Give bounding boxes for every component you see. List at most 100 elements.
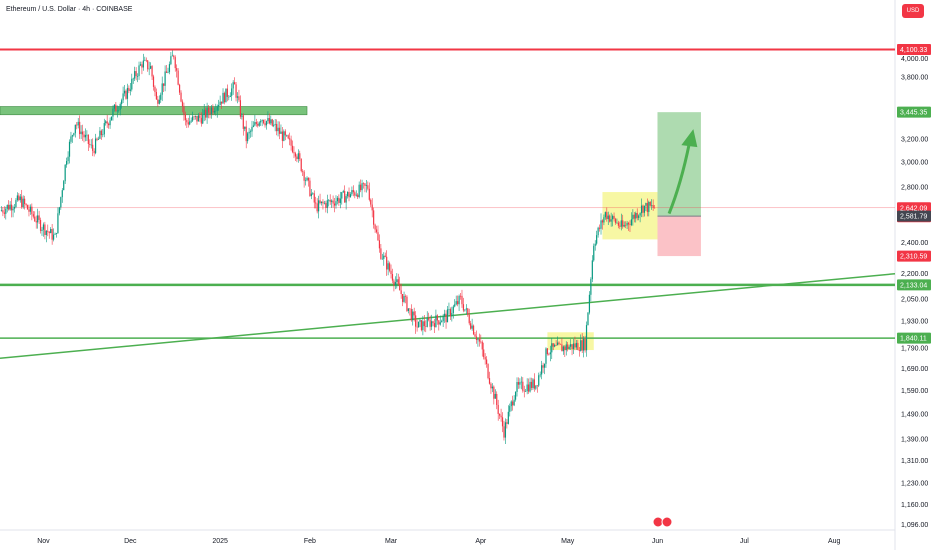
candle-body-82 [119, 104, 121, 111]
candle-body-19 [28, 209, 30, 212]
candle-body-179 [260, 121, 262, 123]
candle-body-258 [374, 224, 376, 230]
candle-body-138 [200, 117, 202, 124]
candle-body-439 [636, 212, 638, 218]
candle-body-408 [591, 260, 593, 280]
zone-0 [0, 106, 308, 116]
candle-body-427 [619, 225, 621, 227]
candle-body-306 [444, 313, 446, 316]
candle-body-348 [504, 422, 507, 438]
candle-body-425 [616, 222, 618, 224]
candle-body-400 [580, 340, 582, 351]
candle-body-158 [229, 95, 231, 97]
candle-body-308 [446, 309, 449, 323]
candle-body-402 [583, 338, 585, 351]
candle-body-296 [429, 319, 431, 327]
candle-body-221 [320, 201, 323, 204]
candle-body-41 [60, 197, 62, 208]
candle-body-170 [247, 133, 249, 142]
price-badge-2-bg [897, 210, 931, 222]
candle-body-186 [270, 119, 272, 124]
candle-body-297 [430, 321, 433, 327]
candle-body-233 [338, 197, 340, 203]
candle-body-332 [481, 341, 483, 350]
candle-body-94 [136, 76, 139, 77]
candle-body-51 [74, 124, 76, 134]
candle-body-53 [77, 121, 79, 126]
candle-body-255 [370, 199, 372, 205]
candle-body-97 [141, 64, 143, 68]
candle-body-419 [607, 215, 609, 220]
candle-body-133 [193, 116, 195, 118]
candle-body-122 [177, 70, 179, 85]
candle-body-431 [625, 224, 627, 226]
candle-body-316 [458, 295, 460, 305]
candle-body-285 [413, 311, 415, 316]
candle-body-57 [83, 134, 85, 138]
candle-body-175 [254, 122, 256, 126]
candle-body-115 [167, 72, 169, 73]
currency-button[interactable]: USD [902, 4, 924, 18]
candle-body-105 [152, 76, 155, 87]
candle-body-271 [393, 280, 395, 286]
candle-body-216 [313, 193, 315, 203]
candle-body-4 [6, 204, 8, 209]
candle-body-189 [274, 124, 276, 125]
candle-body-119 [173, 55, 175, 58]
candle-body-318 [461, 295, 463, 305]
candle-body-195 [283, 131, 285, 141]
candle-body-293 [425, 326, 427, 327]
candle-body-289 [419, 320, 421, 322]
candle-body-291 [422, 321, 424, 331]
level-badge-2-label: 1,840.11 [900, 336, 927, 343]
candle-body-279 [404, 296, 407, 297]
candle-body-112 [163, 83, 165, 86]
candle-body-349 [506, 422, 508, 424]
candle-body-406 [588, 294, 591, 313]
candle-body-424 [614, 218, 617, 223]
candle-body-412 [597, 227, 599, 236]
candle-body-405 [587, 312, 589, 326]
candle-body-177 [257, 123, 259, 126]
candle-body-56 [81, 131, 84, 135]
candle-body-43 [63, 181, 65, 191]
candle-body-300 [435, 315, 437, 328]
candle-body-50 [73, 133, 75, 136]
candle-body-106 [154, 86, 156, 93]
candle-body-190 [276, 124, 278, 132]
candle-body-74 [108, 123, 110, 126]
candle-body-256 [371, 204, 373, 211]
candle-body-268 [388, 263, 391, 271]
candle-body-197 [286, 135, 288, 136]
candle-body-330 [478, 339, 480, 342]
candle-body-272 [394, 282, 396, 286]
candle-body-228 [331, 200, 333, 202]
candle-body-148 [215, 110, 217, 112]
candle-body-261 [378, 240, 381, 249]
candle-body-443 [642, 205, 644, 213]
candle-body-103 [150, 66, 152, 69]
candle-body-143 [207, 107, 210, 113]
candle-body-42 [61, 190, 63, 198]
candle-body-18 [26, 205, 29, 210]
candle-body-445 [645, 203, 647, 206]
candle-body-135 [196, 115, 198, 122]
candle-body-21 [31, 206, 33, 215]
candle-body-28 [41, 229, 43, 231]
candle-body-61 [89, 143, 91, 145]
candle-body-83 [121, 100, 123, 105]
candle-body-60 [87, 134, 89, 144]
candle-body-415 [601, 220, 604, 223]
candle-body-48 [70, 136, 72, 142]
candle-body-201 [291, 145, 294, 153]
candle-body-131 [190, 120, 192, 122]
candle-body-245 [355, 194, 357, 196]
candle-body-292 [423, 321, 425, 327]
candle-body-183 [265, 121, 268, 126]
candle-body-116 [168, 64, 171, 73]
candle-body-243 [352, 190, 354, 193]
candle-body-125 [181, 101, 184, 107]
candle-body-336 [487, 364, 489, 379]
candle-body-166 [241, 115, 243, 117]
